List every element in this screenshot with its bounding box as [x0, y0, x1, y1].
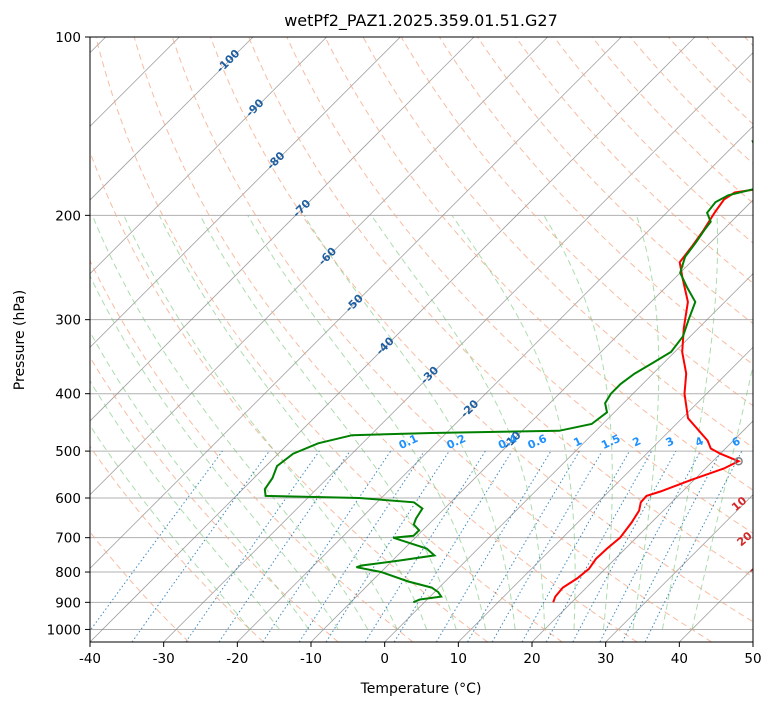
- mixing-ratio-line: [218, 450, 351, 642]
- x-tick-label: 30: [597, 651, 614, 667]
- x-tick-label: 0: [380, 651, 389, 667]
- moist-adiabat-line: [90, 330, 310, 630]
- isotherm-line: [90, 37, 548, 496]
- dry-adiabat-line: [324, 37, 753, 491]
- moist-adiabat-line: [543, 215, 613, 630]
- isotherm-line: [90, 37, 622, 569]
- temperature-line: [552, 188, 753, 603]
- y-tick-label: 200: [55, 208, 81, 224]
- dry-adiabat-line: [629, 37, 753, 165]
- y-axis-label: Pressure (hPa): [12, 290, 28, 390]
- mixing-ratio-line: [644, 450, 743, 642]
- y-tick-label: 500: [55, 444, 81, 460]
- moist-adiabat-line: [199, 215, 457, 630]
- mixing-ratio-line: [185, 450, 320, 642]
- y-tick-label: 600: [55, 491, 81, 507]
- isotherm-line: [384, 273, 753, 642]
- moist-adiabat-line: [370, 215, 546, 630]
- isotherm-line: [90, 37, 475, 422]
- dry-adiabat-line: [248, 37, 753, 578]
- x-tick-label: 20: [523, 651, 540, 667]
- dry-adiabat-line: [477, 37, 753, 325]
- dry-adiabat-line: [210, 37, 753, 623]
- moist-adiabat-line: [90, 274, 339, 630]
- dry-adiabat-label: 40: [763, 589, 775, 609]
- mixing-ratio-line: [393, 450, 513, 642]
- moist-adiabat-line: [632, 215, 660, 630]
- x-tick-label: -30: [153, 651, 175, 667]
- dry-adiabat-line: [133, 37, 638, 642]
- y-tick-label: 300: [55, 313, 81, 329]
- y-tick-label: 800: [55, 565, 81, 581]
- isotherm-line: [531, 420, 753, 642]
- moist-adiabat-line: [247, 215, 487, 630]
- mixing-ratio-line: [545, 450, 653, 642]
- dry-adiabat-line: [400, 37, 753, 407]
- axis-ticks: -40 -30 -20 -10 0 10 20 30 40 50 100 200 300 400 500 60…: [47, 30, 762, 667]
- mixing-ratio-line: [572, 450, 677, 642]
- dry-adiabat-line: [591, 37, 753, 204]
- chart-title: wetPf2_PAZ1.2025.359.01.51.G27: [284, 11, 558, 31]
- moist-adiabat-line: [91, 215, 369, 630]
- y-tick-label: 400: [55, 387, 81, 403]
- x-tick-label: 40: [671, 651, 688, 667]
- dry-adiabat-line: [515, 37, 753, 284]
- y-tick-label: 900: [55, 595, 81, 611]
- moist-adiabat-line: [303, 215, 516, 630]
- mixing-ratio-label: 8: [759, 434, 771, 449]
- isotherm-line: [458, 346, 753, 642]
- isotherm-line: [163, 52, 753, 642]
- isotherm-line: [237, 125, 753, 642]
- x-tick-label: 10: [450, 651, 467, 667]
- data-series: [263, 140, 753, 604]
- dry-adiabat-line: [362, 37, 753, 449]
- isotherm-line: [90, 37, 696, 642]
- x-tick-label: 50: [744, 651, 761, 667]
- isotherm-line: [90, 37, 254, 201]
- moist-adiabat-line: [123, 215, 398, 630]
- x-tick-label: -20: [226, 651, 248, 667]
- moist-adiabat-line: [691, 363, 753, 630]
- mixing-ratio-line: [90, 450, 223, 632]
- mixing-ratio-line: [131, 450, 270, 642]
- isotherm-line: [605, 494, 753, 642]
- isotherm-line: [752, 641, 753, 642]
- y-tick-label: 700: [55, 531, 81, 547]
- parcel-marker: [734, 456, 743, 466]
- plot-frame: [89, 36, 754, 643]
- x-axis-label: Temperature (°C): [360, 681, 482, 697]
- y-tick-label: 1000: [47, 622, 81, 638]
- mixing-ratio-line: [521, 450, 630, 642]
- dry-adiabat-line: [90, 445, 264, 642]
- moist-adiabat-line: [661, 215, 719, 630]
- dewpoint-line: [263, 140, 753, 604]
- moist-adiabat-line: [90, 424, 251, 630]
- isotherm-line: [90, 37, 401, 348]
- dry-adiabat-line: [90, 259, 414, 642]
- dry-adiabat-label: 30: [748, 560, 768, 580]
- isotherm-line: [90, 37, 327, 275]
- y-tick-label: 100: [55, 30, 81, 46]
- dry-adiabat-line: [171, 37, 712, 642]
- plot-area: [90, 37, 753, 642]
- mixing-ratio-line: [298, 450, 425, 642]
- mixing-ratio-line: [262, 450, 392, 642]
- x-tick-label: -10: [300, 651, 322, 667]
- background-lines: [90, 37, 753, 642]
- moist-adiabat-line: [451, 215, 576, 630]
- x-tick-label: -40: [79, 651, 101, 667]
- dry-adiabat-line: [95, 37, 563, 642]
- dry-adiabat-label: 20: [735, 529, 755, 549]
